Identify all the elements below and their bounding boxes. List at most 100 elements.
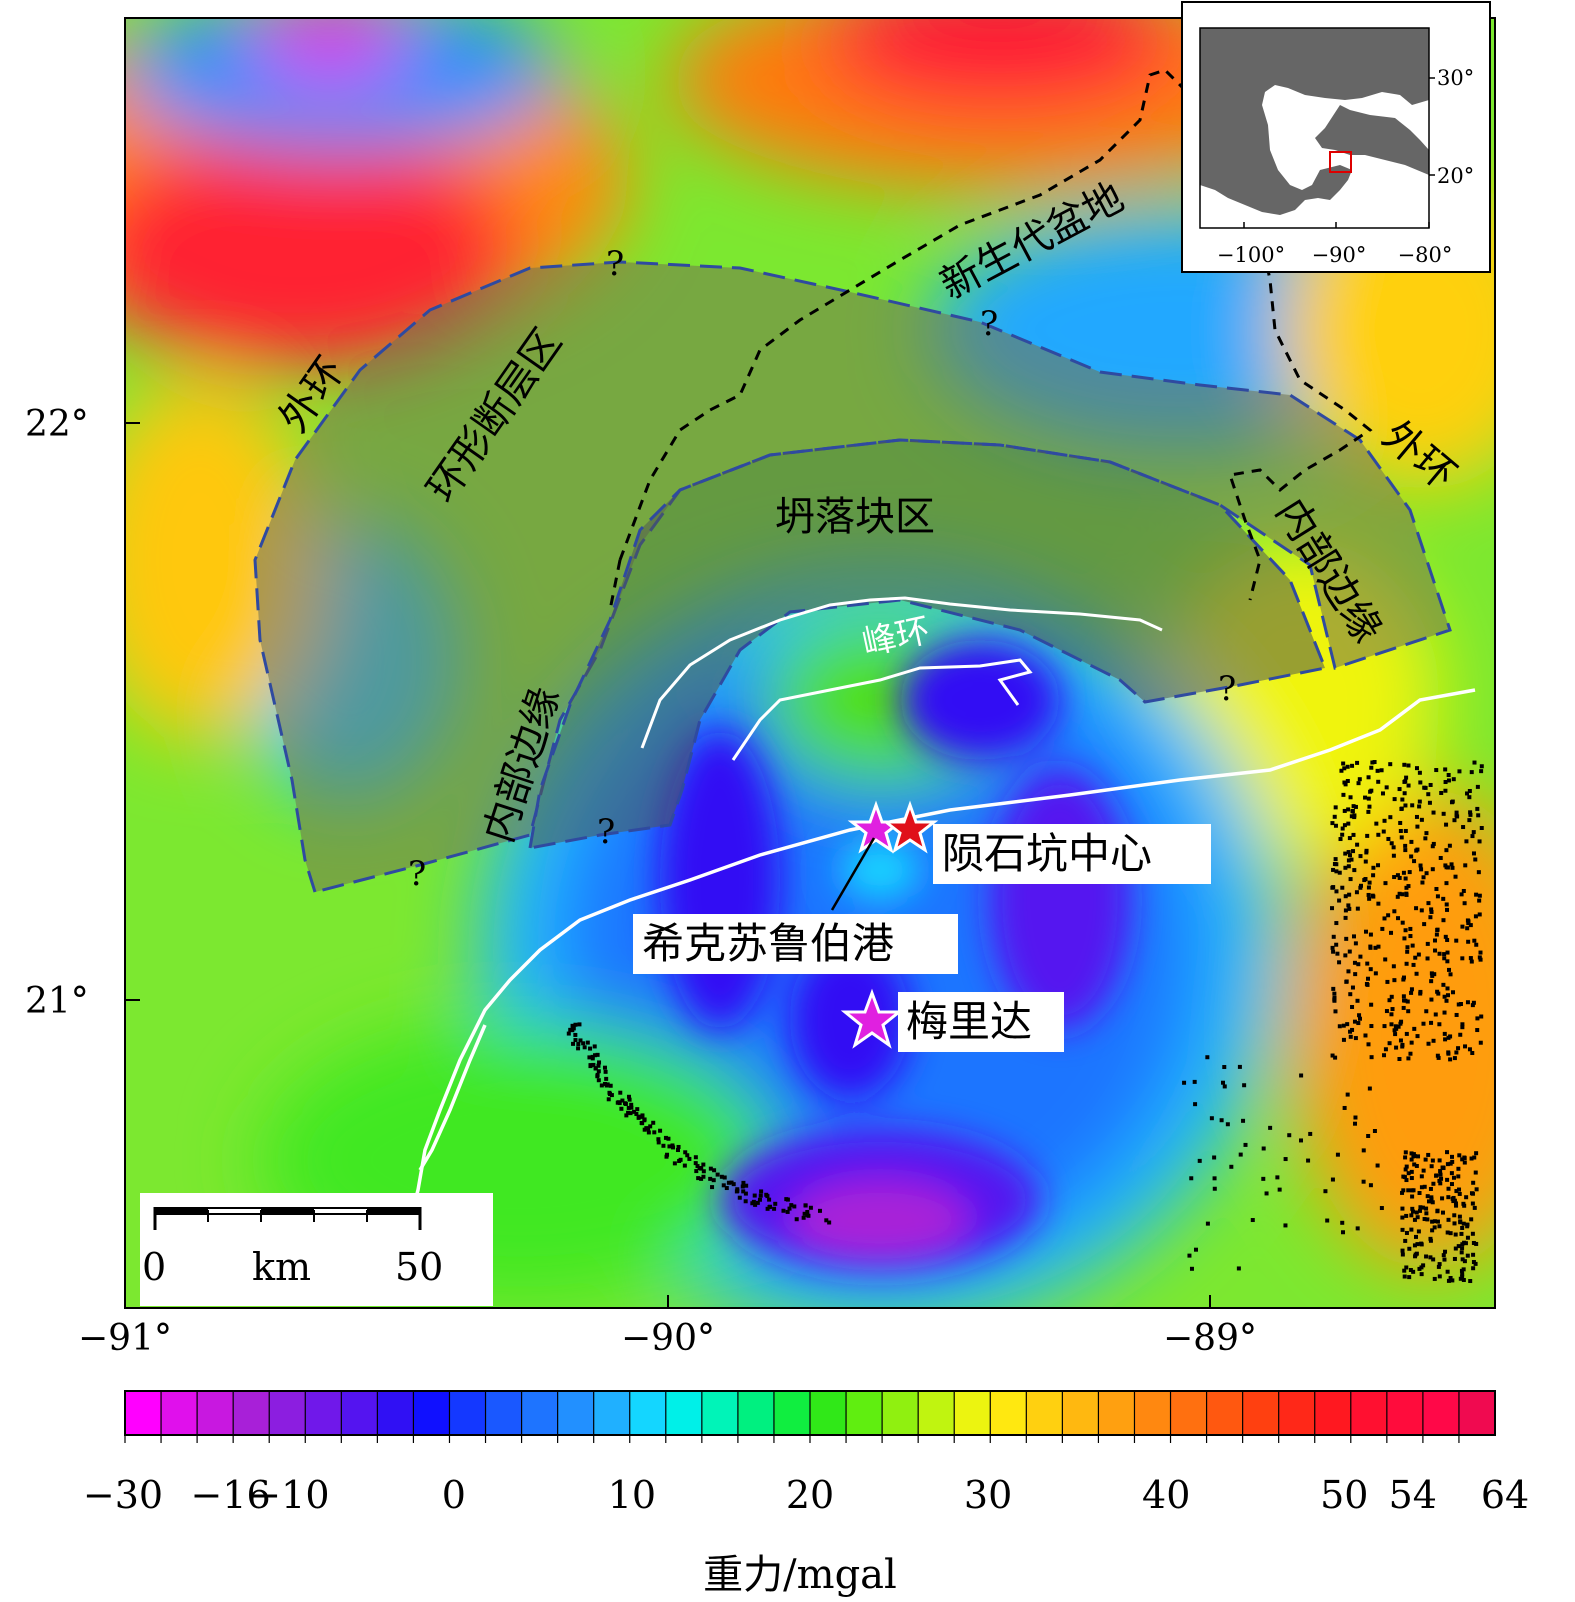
cenote-dot	[1419, 1272, 1424, 1277]
cenote-dot	[1359, 883, 1364, 888]
cenote-dot	[1437, 1224, 1442, 1229]
cenote-dot	[1330, 885, 1335, 890]
cenote-dot	[1366, 976, 1371, 981]
cenote-dot	[1443, 863, 1448, 868]
cenote-dot	[1442, 994, 1447, 999]
cenote-dot	[1471, 1252, 1476, 1257]
cenote-dot	[1366, 1042, 1371, 1047]
cenote-dot	[1431, 1257, 1436, 1262]
cenote-dot	[1407, 1275, 1412, 1280]
cenote-dot	[1470, 834, 1475, 839]
cenote-dot	[1366, 885, 1371, 890]
cenote-dot	[1437, 1274, 1442, 1279]
cenote-dot	[1347, 949, 1352, 954]
colorbar-tick-label: −16	[190, 1473, 270, 1517]
cenote-dot	[1348, 877, 1353, 882]
colorbar-tick-label: 64	[1481, 1473, 1529, 1517]
cenote-dot	[1418, 780, 1423, 785]
cenote-dot	[1430, 1200, 1435, 1205]
cenote-dot	[1333, 823, 1338, 828]
cenote-dot	[1475, 1016, 1480, 1021]
cenote-dot	[1345, 764, 1350, 769]
cenozoic-basin-boundary	[608, 68, 1373, 611]
cenote-dot	[1465, 791, 1470, 796]
cenote-dot	[1448, 1231, 1453, 1236]
cenote-dot	[1472, 1155, 1477, 1160]
cenote-dot	[1476, 870, 1481, 875]
cenote-dot	[1346, 969, 1351, 974]
cenote-dot	[1448, 1057, 1453, 1062]
cenote-dot	[1389, 1012, 1394, 1017]
cenote-dot	[620, 1098, 625, 1103]
cenote-dot	[696, 1176, 701, 1181]
colorbar-swatch	[269, 1391, 306, 1435]
cenote-dot	[1389, 994, 1394, 999]
inset-lat-label-30: 30°	[1437, 66, 1474, 90]
cenote-dot	[1418, 863, 1423, 868]
cenote-dot	[701, 1169, 706, 1174]
cenote-dot	[1478, 957, 1483, 962]
cenote-dot	[1462, 1259, 1467, 1264]
cenote-dot	[805, 1209, 810, 1214]
cenote-dot	[1189, 1266, 1194, 1271]
colorbar-swatch	[125, 1391, 162, 1435]
cenote-dot	[1242, 1083, 1247, 1088]
colorbar-swatch	[990, 1391, 1027, 1435]
cenote-dot	[757, 1197, 762, 1202]
cenote-dot	[1457, 1191, 1462, 1196]
cenote-dot	[1334, 862, 1339, 867]
cenote-dot	[1414, 971, 1419, 976]
cenote-dot	[1382, 1053, 1387, 1058]
cenote-dot	[1385, 979, 1390, 984]
cenote-dot	[1465, 1222, 1470, 1227]
colorbar-swatch	[377, 1391, 414, 1435]
cenote-dot	[1334, 921, 1339, 926]
inset-study-area-box	[1329, 151, 1352, 173]
cenote-dot	[1414, 814, 1419, 819]
cenote-dot	[1478, 950, 1483, 955]
cenote-dot	[1342, 766, 1347, 771]
cenote-dot	[1376, 832, 1381, 837]
cenote-dot	[1437, 951, 1442, 956]
cenote-dot	[1405, 945, 1410, 950]
cenote-dot	[1389, 930, 1394, 935]
cenote-dot	[571, 1041, 576, 1046]
cenote-dot	[1417, 1208, 1422, 1213]
cenote-dot	[1414, 1210, 1419, 1215]
cenote-dot	[1368, 945, 1373, 950]
cenote-dot	[1363, 1033, 1368, 1038]
cenote-dot	[1192, 1079, 1197, 1084]
cenote-dot	[581, 1041, 586, 1046]
cenote-dot	[1383, 1047, 1388, 1052]
cenote-dot	[1460, 956, 1465, 961]
cenote-dot	[755, 1200, 760, 1205]
cenote-dot	[1438, 1169, 1443, 1174]
inset-map: −100° −90° −80° 30° 20°	[1181, 1, 1491, 273]
cenote-dot	[699, 1176, 704, 1181]
cenote-dot	[1433, 1012, 1438, 1017]
cenote-dot	[1430, 844, 1435, 849]
cenote-dot	[1450, 799, 1455, 804]
colorbar-tick-label: −30	[83, 1473, 163, 1517]
cenote-dot	[1277, 1187, 1282, 1192]
cenote-dot	[1354, 890, 1359, 895]
cenote-dot	[1429, 907, 1434, 912]
cenote-dot	[1447, 843, 1452, 848]
cenote-dot	[1402, 791, 1407, 796]
cenote-dot	[628, 1111, 633, 1116]
cenote-dot	[1459, 1268, 1464, 1273]
cenote-dot	[1366, 1133, 1371, 1138]
cenote-dot	[1406, 783, 1411, 788]
cenote-dot	[1429, 971, 1434, 976]
cenote-dot	[1443, 1037, 1448, 1042]
cenote-dot	[1409, 1157, 1414, 1162]
cenote-dot	[656, 1140, 661, 1145]
cenote-dot	[1457, 769, 1462, 774]
cenote-dot	[1412, 859, 1417, 864]
cenote-dot	[1323, 1189, 1328, 1194]
cenote-dot	[1355, 906, 1360, 911]
cenote-dot	[652, 1130, 657, 1135]
cenote-dot	[1429, 1020, 1434, 1025]
cenote-dot	[1448, 1275, 1453, 1280]
cenote-dot	[1460, 1225, 1465, 1230]
